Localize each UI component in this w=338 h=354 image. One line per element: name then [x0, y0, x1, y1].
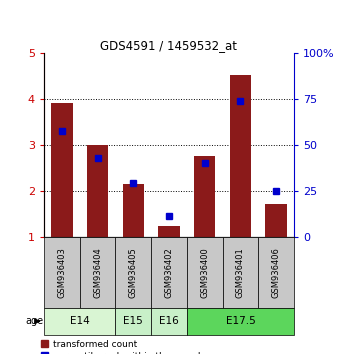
Text: E14: E14: [70, 316, 90, 326]
Text: E17.5: E17.5: [225, 316, 255, 326]
Text: GSM936400: GSM936400: [200, 247, 209, 298]
Text: GSM936402: GSM936402: [165, 247, 173, 298]
Text: GSM936401: GSM936401: [236, 247, 245, 298]
Bar: [115, 237, 151, 308]
Legend: transformed count, percentile rank within the sample: transformed count, percentile rank withi…: [37, 336, 209, 354]
Bar: [51, 103, 73, 237]
Bar: [230, 75, 251, 237]
Text: age: age: [25, 316, 43, 326]
Bar: [187, 237, 223, 308]
Text: GSM936405: GSM936405: [129, 247, 138, 298]
Bar: [151, 237, 187, 308]
Bar: [187, 308, 294, 335]
Text: GSM936403: GSM936403: [57, 247, 66, 298]
Bar: [158, 226, 180, 237]
Bar: [194, 156, 215, 237]
Text: GSM936406: GSM936406: [272, 247, 281, 298]
Bar: [87, 145, 108, 237]
Bar: [223, 237, 258, 308]
Text: E15: E15: [123, 316, 143, 326]
Text: GSM936404: GSM936404: [93, 247, 102, 298]
Bar: [258, 237, 294, 308]
Title: GDS4591 / 1459532_at: GDS4591 / 1459532_at: [100, 39, 238, 52]
Bar: [44, 237, 80, 308]
Bar: [123, 184, 144, 237]
Bar: [80, 237, 115, 308]
Bar: [265, 204, 287, 237]
Text: E16: E16: [159, 316, 179, 326]
Bar: [151, 308, 187, 335]
Bar: [44, 308, 115, 335]
Bar: [115, 308, 151, 335]
